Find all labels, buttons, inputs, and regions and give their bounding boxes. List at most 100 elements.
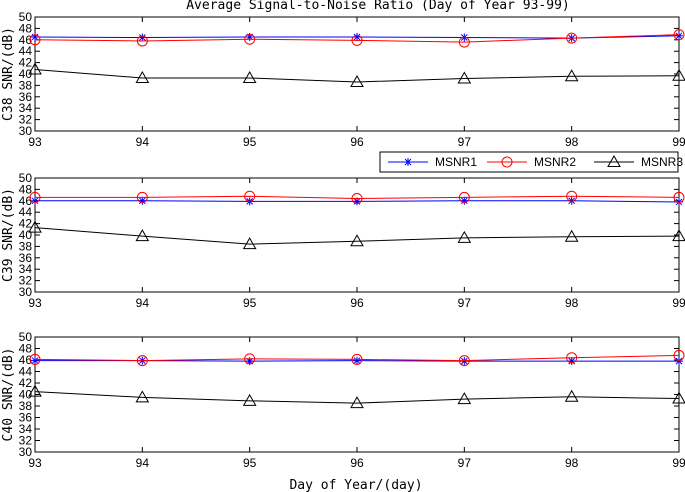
data-point bbox=[242, 70, 257, 83]
x-tick-label: 97 bbox=[458, 296, 472, 310]
data-point bbox=[351, 193, 363, 205]
y-tick-label: 30 bbox=[19, 445, 33, 459]
legend: MSNR1 MSNR2 MSNR3 bbox=[379, 151, 683, 173]
y-tick-label: 40 bbox=[19, 67, 33, 81]
data-point bbox=[28, 62, 42, 75]
data-point bbox=[673, 29, 685, 41]
data-point bbox=[458, 355, 470, 367]
legend-box bbox=[379, 151, 679, 173]
x-tick-label: 94 bbox=[136, 135, 150, 149]
data-point bbox=[135, 390, 150, 403]
series-line bbox=[34, 391, 680, 404]
data-point bbox=[566, 190, 578, 202]
x-tick-label: 96 bbox=[350, 456, 364, 470]
y-axis-label: C38 SNR/(dB) bbox=[1, 27, 16, 121]
data-point bbox=[675, 31, 683, 40]
x-tick-label: 94 bbox=[136, 296, 150, 310]
data-point bbox=[138, 33, 147, 42]
x-tick-label: 99 bbox=[672, 456, 685, 470]
y-tick-label: 36 bbox=[19, 251, 33, 265]
legend-label: MSNR2 bbox=[534, 155, 576, 169]
y-tick-label: 36 bbox=[19, 90, 33, 104]
data-point bbox=[29, 353, 41, 365]
data-point bbox=[135, 229, 150, 242]
data-point bbox=[245, 357, 254, 366]
y-tick-label: 34 bbox=[19, 262, 33, 276]
data-point bbox=[675, 357, 683, 366]
series-line bbox=[34, 227, 680, 245]
series-line bbox=[34, 34, 680, 43]
x-tick-label: 99 bbox=[672, 296, 685, 310]
data-point bbox=[673, 191, 685, 203]
legend-entry-msnr2: MSNR2 bbox=[487, 155, 576, 169]
data-point bbox=[564, 389, 579, 402]
y-tick-label: 38 bbox=[19, 399, 33, 413]
y-tick-label: 50 bbox=[19, 171, 33, 185]
data-point bbox=[457, 71, 472, 84]
data-point bbox=[242, 237, 257, 250]
data-point bbox=[567, 357, 576, 366]
y-tick-label: 48 bbox=[19, 182, 33, 196]
x-tick-label: 96 bbox=[350, 296, 364, 310]
data-point bbox=[29, 34, 41, 46]
data-point bbox=[566, 352, 578, 364]
data-point bbox=[672, 68, 685, 81]
data-point bbox=[242, 393, 257, 406]
y-tick-label: 42 bbox=[19, 56, 33, 70]
data-point bbox=[31, 32, 39, 41]
y-tick-label: 38 bbox=[19, 78, 33, 92]
x-tick-label: 95 bbox=[243, 135, 257, 149]
data-point bbox=[457, 230, 472, 243]
series-msnr3 bbox=[28, 220, 685, 250]
y-tick-label: 40 bbox=[19, 388, 33, 402]
x-tick-label: 97 bbox=[458, 135, 472, 149]
x-tick-label: 98 bbox=[565, 456, 579, 470]
y-tick-label: 30 bbox=[19, 285, 33, 299]
legend-entry-msnr1: MSNR1 bbox=[388, 155, 477, 169]
y-tick-label: 42 bbox=[19, 217, 33, 231]
data-point bbox=[460, 196, 469, 205]
data-point bbox=[244, 33, 256, 45]
y-tick-label: 48 bbox=[19, 342, 33, 356]
x-tick-label: 94 bbox=[136, 456, 150, 470]
legend-label: MSNR1 bbox=[435, 155, 477, 169]
data-point bbox=[672, 391, 685, 404]
series-line bbox=[34, 68, 680, 83]
data-point bbox=[350, 234, 364, 247]
data-point bbox=[566, 32, 578, 44]
data-point bbox=[29, 191, 41, 203]
x-tick-label: 93 bbox=[28, 135, 42, 149]
legend-label: MSNR3 bbox=[641, 155, 683, 169]
data-point bbox=[244, 190, 256, 202]
data-point bbox=[31, 196, 39, 205]
x-tick-label: 99 bbox=[672, 135, 685, 149]
legend-marker bbox=[404, 158, 412, 166]
y-tick-label: 32 bbox=[19, 274, 33, 288]
data-point bbox=[136, 35, 148, 47]
y-tick-label: 30 bbox=[19, 124, 33, 138]
y-tick-label: 44 bbox=[19, 205, 33, 219]
series-msnr2 bbox=[29, 29, 685, 48]
series-line bbox=[34, 354, 680, 362]
data-point bbox=[353, 356, 361, 365]
data-point bbox=[458, 36, 470, 48]
legend-marker bbox=[501, 156, 513, 168]
figure-title: Average Signal-to-Noise Ratio (Day of Ye… bbox=[186, 0, 570, 13]
x-tick-label: 95 bbox=[243, 296, 257, 310]
x-tick-label: 96 bbox=[350, 135, 364, 149]
data-point bbox=[28, 384, 42, 397]
data-point bbox=[135, 70, 150, 83]
data-point bbox=[31, 356, 39, 365]
x-axis-label: Day of Year/(day) bbox=[289, 478, 422, 492]
data-point bbox=[353, 197, 361, 206]
y-tick-label: 44 bbox=[19, 44, 33, 58]
y-tick-label: 46 bbox=[19, 194, 33, 208]
data-point bbox=[564, 229, 579, 242]
series-msnr2 bbox=[29, 190, 685, 205]
y-tick-label: 50 bbox=[19, 330, 33, 344]
data-point bbox=[673, 349, 685, 361]
